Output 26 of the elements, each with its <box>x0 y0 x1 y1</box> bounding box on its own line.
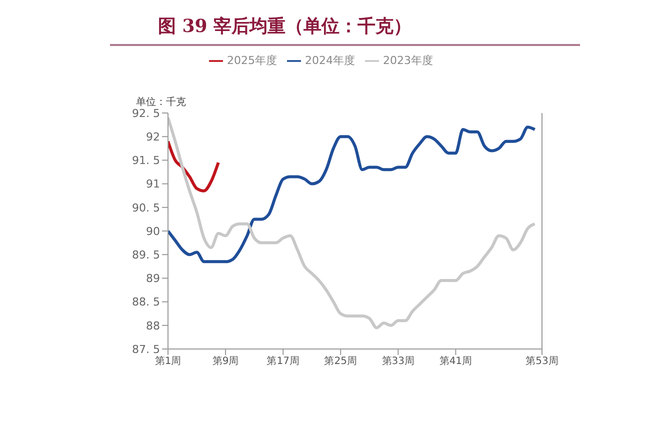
y-tick-label: 88. 5 <box>132 296 160 309</box>
x-tick-label: 第1周 <box>154 355 182 368</box>
chart-title: 图 39 宰后均重（单位：千克） <box>158 15 412 38</box>
y-tick-label: 89. 5 <box>132 248 160 262</box>
y-tick-label: 88 <box>146 319 160 332</box>
y-tick-label: 90 <box>146 224 160 238</box>
line-series <box>168 126 536 264</box>
x-tick-label: 第25周 <box>324 355 357 368</box>
y-tick-label: 92. 5 <box>132 106 160 120</box>
y-tick-label: 92 <box>146 130 160 144</box>
y-tick-label: 90. 5 <box>132 201 160 214</box>
y-tick-label: 91. 5 <box>132 154 160 168</box>
y-tick-label: 89 <box>146 272 160 286</box>
line-series <box>168 140 220 192</box>
x-tick-label: 第17周 <box>266 355 300 368</box>
x-tick-label: 第53周 <box>526 355 558 368</box>
x-tick-label: 第41周 <box>439 355 472 368</box>
x-tick-label: 第33周 <box>382 355 415 368</box>
legend-label: 2024年度 <box>305 54 355 67</box>
y-tick-label: 91 <box>146 178 160 191</box>
legend-label: 2023年度 <box>383 54 433 67</box>
y-tick-label: 87. 5 <box>132 342 160 356</box>
line-series <box>168 116 536 330</box>
y-axis-title: 单位：千克 <box>136 96 186 108</box>
legend-label: 2025年度 <box>227 54 277 67</box>
x-tick-label: 第9周 <box>212 355 239 368</box>
